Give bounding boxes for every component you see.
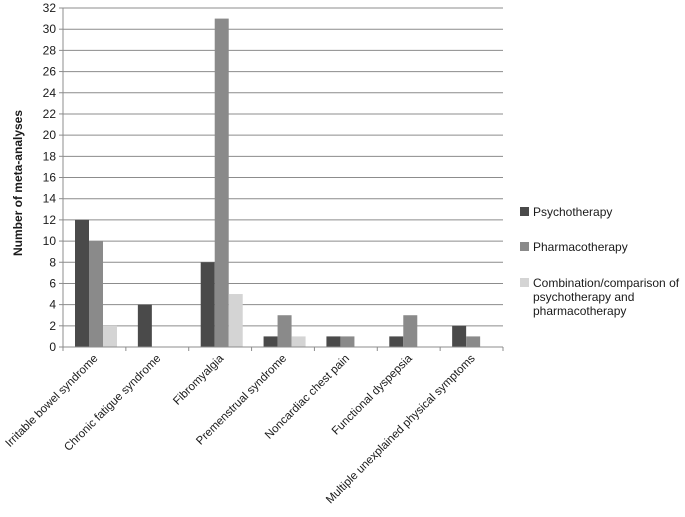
bar [291,336,306,347]
bar [389,336,404,347]
bar [214,18,229,347]
y-tick-label: 18 [43,149,57,163]
bars [75,18,481,347]
gridlines [63,7,503,327]
y-tick-label: 2 [49,319,56,333]
x-category-label: Fibromyalgia [171,352,226,407]
bar [326,336,341,347]
y-axis-title: Number of meta-analyses [11,110,25,256]
y-tick-label: 10 [43,234,57,248]
bar [452,325,467,347]
legend-swatch [520,242,529,251]
bar [75,219,89,347]
bar [103,325,117,347]
y-tick-label: 26 [43,65,57,79]
y-tick-label: 30 [43,22,57,36]
legend-label: Pharmacotherapy [533,240,628,254]
axes [59,7,504,351]
y-tick-label: 32 [43,1,57,15]
legend-label: pharmacotherapy [533,304,626,318]
legend-swatch [520,278,529,287]
y-tick-label: 28 [43,43,57,57]
y-tick-label: 16 [43,171,57,185]
bar [263,336,278,347]
y-tick-label: 20 [43,128,57,142]
legend-label: Combination/comparison of [533,276,680,290]
bar [89,241,103,347]
y-tick-label: 22 [43,107,57,121]
bar [340,336,355,347]
legend-label: psychotherapy and [533,290,634,304]
bar [137,304,152,347]
y-tick-label: 6 [49,276,56,290]
y-tick-label: 0 [49,340,56,354]
bar [228,294,243,347]
bar [200,262,215,347]
bar [403,315,418,347]
legend: Psychotherapy Pharmacotherapy Combination/… [520,205,680,318]
y-tick-label: 14 [43,192,57,206]
legend-label: Psychotherapy [533,205,612,219]
y-tick-label: 12 [43,213,57,227]
bar [277,315,292,347]
y-tick-label: 8 [49,255,56,269]
y-tick-label: 24 [43,86,57,100]
x-category-label: Multiple unexplained physical symptoms [324,352,478,506]
y-tick-label: 4 [49,298,56,312]
bar [466,336,481,347]
legend-swatch [520,207,529,216]
